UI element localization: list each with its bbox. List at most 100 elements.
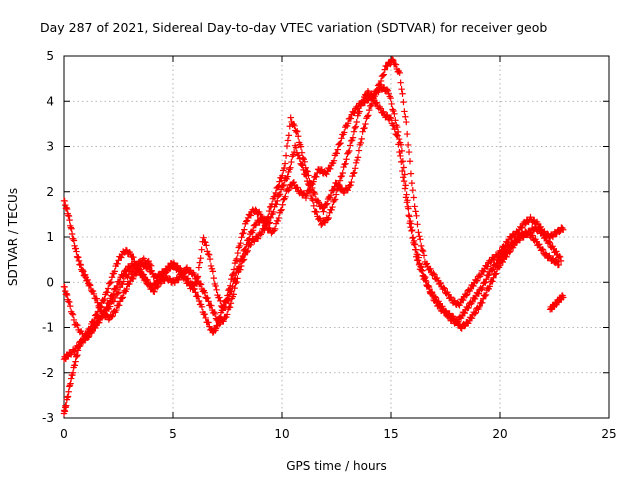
data-point bbox=[405, 212, 412, 219]
data-point bbox=[265, 220, 273, 227]
data-point bbox=[405, 148, 413, 156]
data-point bbox=[468, 315, 476, 322]
data-points bbox=[60, 56, 567, 417]
data-point bbox=[75, 343, 82, 350]
data-point bbox=[153, 283, 161, 291]
y-tick-label: 4 bbox=[46, 94, 54, 108]
data-point bbox=[104, 289, 111, 296]
data-point bbox=[470, 282, 477, 290]
data-point bbox=[70, 316, 78, 324]
data-point bbox=[398, 158, 405, 166]
data-point bbox=[276, 178, 283, 185]
data-point bbox=[471, 310, 478, 317]
data-point bbox=[469, 298, 476, 306]
data-point bbox=[196, 280, 204, 287]
data-point bbox=[343, 156, 350, 163]
data-point bbox=[418, 246, 426, 254]
data-point bbox=[506, 249, 513, 256]
data-point bbox=[115, 289, 123, 296]
data-point bbox=[416, 233, 423, 240]
data-point bbox=[364, 97, 371, 104]
y-tick-label: -2 bbox=[42, 366, 54, 380]
data-point bbox=[126, 280, 133, 288]
data-point bbox=[175, 264, 182, 272]
data-point bbox=[346, 147, 353, 155]
data-point bbox=[61, 283, 68, 291]
data-point bbox=[166, 275, 173, 282]
data-point bbox=[347, 115, 355, 122]
data-point bbox=[341, 129, 348, 136]
data-point bbox=[441, 285, 448, 292]
data-point bbox=[499, 258, 507, 266]
data-point bbox=[425, 283, 433, 291]
data-point bbox=[417, 236, 424, 243]
data-point bbox=[197, 281, 205, 288]
data-point bbox=[270, 208, 277, 216]
data-point bbox=[513, 239, 521, 246]
data-point bbox=[285, 187, 292, 194]
data-point bbox=[84, 276, 91, 284]
data-point bbox=[380, 108, 387, 115]
data-point bbox=[216, 294, 223, 301]
data-point bbox=[560, 226, 567, 233]
data-point bbox=[480, 268, 488, 275]
data-point bbox=[268, 200, 276, 208]
data-point bbox=[200, 234, 207, 241]
data-point bbox=[227, 300, 235, 307]
data-point bbox=[476, 303, 483, 311]
data-point bbox=[276, 191, 284, 198]
data-point bbox=[408, 179, 416, 187]
data-point bbox=[482, 291, 490, 298]
data-point bbox=[413, 212, 420, 219]
x-tick-label: 10 bbox=[274, 427, 289, 441]
data-point bbox=[313, 208, 320, 216]
data-point bbox=[400, 164, 407, 171]
data-point bbox=[348, 178, 355, 186]
data-point bbox=[302, 164, 309, 171]
data-point bbox=[313, 169, 321, 177]
data-point bbox=[120, 278, 127, 285]
data-point bbox=[129, 275, 137, 282]
data-point bbox=[182, 276, 189, 283]
data-point bbox=[96, 315, 104, 323]
data-point bbox=[88, 328, 95, 335]
data-point bbox=[284, 137, 292, 144]
data-point bbox=[234, 275, 241, 282]
data-point bbox=[249, 227, 257, 234]
data-point bbox=[271, 193, 279, 200]
data-point bbox=[107, 278, 115, 286]
data-point bbox=[195, 264, 203, 271]
data-point bbox=[394, 128, 402, 136]
data-point bbox=[301, 158, 308, 166]
y-tick-label: 3 bbox=[46, 140, 54, 154]
data-point bbox=[331, 196, 338, 204]
data-point bbox=[213, 286, 220, 294]
data-point bbox=[146, 261, 154, 268]
data-point bbox=[341, 161, 348, 168]
data-point bbox=[231, 284, 238, 292]
data-point bbox=[404, 141, 412, 149]
data-point bbox=[217, 297, 224, 305]
data-point bbox=[69, 369, 77, 376]
axis-ticks: 0 5 10 15 20 25 -3 -2 -1 0 1 2 3 4 5 bbox=[42, 49, 617, 441]
y-tick-label: 2 bbox=[46, 185, 54, 199]
data-point bbox=[387, 114, 395, 122]
data-point bbox=[359, 99, 366, 106]
data-point bbox=[63, 290, 70, 297]
data-point bbox=[404, 197, 411, 204]
data-point bbox=[86, 281, 93, 288]
data-point bbox=[405, 205, 412, 212]
data-point bbox=[345, 149, 352, 156]
data-point bbox=[133, 263, 140, 271]
data-point bbox=[294, 184, 301, 191]
data-point bbox=[483, 276, 490, 283]
data-point bbox=[507, 248, 514, 255]
data-point bbox=[84, 332, 91, 339]
data-point bbox=[304, 168, 311, 175]
data-point bbox=[66, 216, 73, 224]
data-point bbox=[474, 277, 481, 284]
data-point bbox=[115, 257, 122, 264]
data-point bbox=[68, 230, 76, 238]
data-point bbox=[355, 147, 363, 154]
